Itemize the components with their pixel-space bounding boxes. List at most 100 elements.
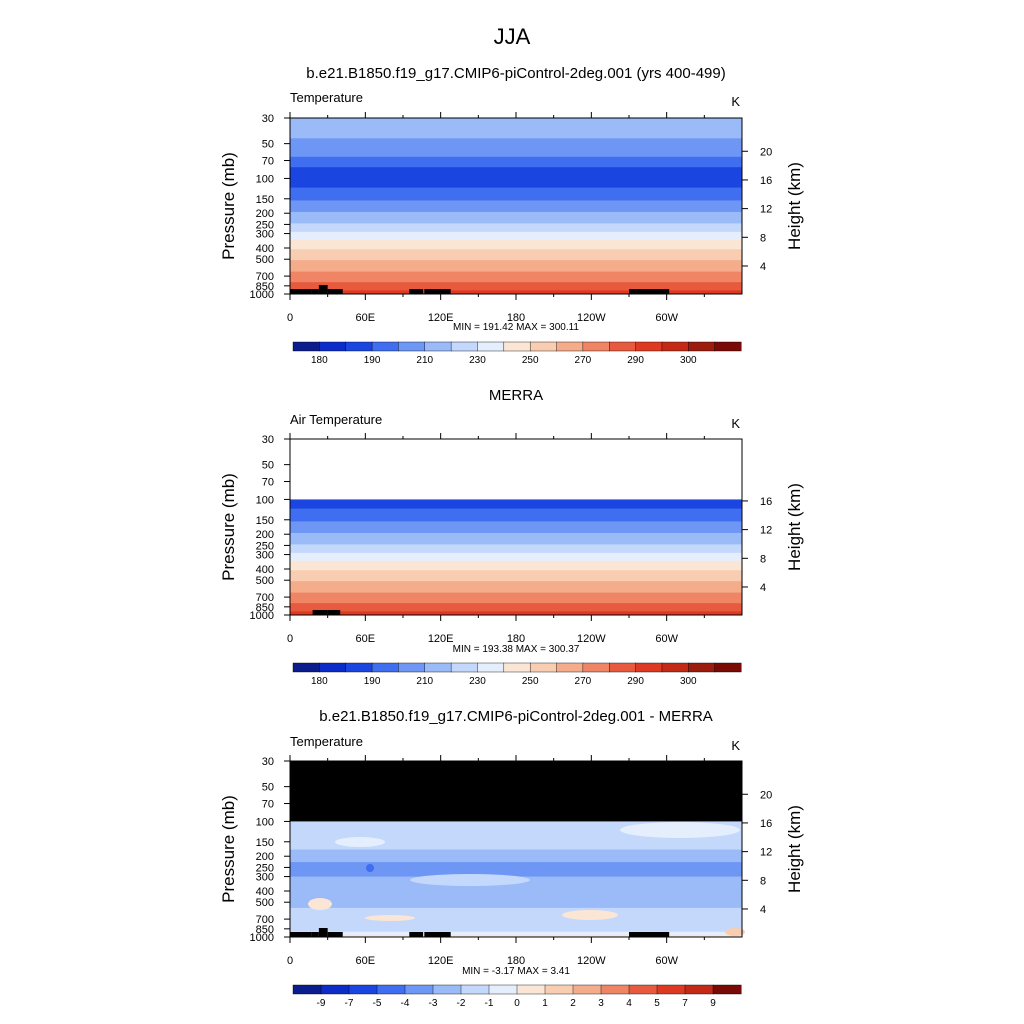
colorbar-swatch [635,341,663,352]
colorbar-swatch [292,341,320,352]
y-tick-label: 850 [256,602,274,614]
contour-band [290,211,742,224]
colorbar-swatch [661,662,689,673]
colorbar-label: 300 [680,676,697,687]
colorbar-label: 190 [364,676,381,687]
contour-band [290,570,742,582]
colorbar-swatch [714,341,742,352]
colorbar-swatch [556,662,584,673]
colorbar-swatch [319,662,347,673]
contour-band [290,499,742,510]
contour-field [290,439,742,616]
min-max-stats: MIN = 191.42 MAX = 300.11 [453,322,579,333]
colorbar-swatch [529,341,558,352]
x-tick-label: 60W [655,312,678,324]
colorbar-swatch [684,984,714,995]
y-tick-label: 50 [262,782,274,794]
colorbar-label: -4 [401,998,410,1009]
colorbar-swatch [488,984,518,995]
height-tick-label: 16 [760,818,772,830]
anomaly-patch [410,874,530,886]
colorbar-swatch [432,984,462,995]
anomaly-patch [620,822,740,838]
colorbar-swatch [503,662,531,673]
y-tick-label: 500 [256,575,274,587]
colorbar-swatch [319,341,347,352]
colorbar-label: -3 [429,998,438,1009]
contour-band [290,532,742,545]
colorbar-swatch [582,662,610,673]
contour-band [290,439,742,500]
y-tick-label: 1000 [250,932,274,944]
y-tick-label: 850 [256,281,274,293]
colorbar-swatch [609,662,637,673]
y-axis-label-right: Height (km) [785,805,804,893]
y-tick-label: 200 [256,208,274,220]
colorbar-swatch [609,341,637,352]
colorbar-label: 290 [627,676,644,687]
colorbar-swatch [450,662,478,673]
y-tick-label: 700 [256,914,274,926]
colorbar-swatch [712,984,742,995]
panel-left-label: Air Temperature [290,412,382,427]
colorbar: 180 190 210 230 250 270 290 300 [292,662,742,687]
anomaly-patch [335,837,385,847]
height-tick-label: 12 [760,847,772,859]
y-tick-label: 500 [256,254,274,266]
y-tick-label: 250 [256,540,274,552]
colorbar-swatch [424,341,452,352]
colorbar-label: 230 [469,676,486,687]
height-tick-label: 20 [760,146,772,158]
contour-band [290,167,742,189]
colorbar-label: -5 [373,998,382,1009]
x-tick-label: 0 [287,633,293,645]
colorbar-swatch [544,984,574,995]
contour-field [290,118,742,295]
contour-band [290,581,742,594]
y-tick-label: 70 [262,799,274,811]
colorbar-label: 3 [598,998,604,1009]
height-tick-label: 4 [760,582,766,594]
colorbar-swatch [516,984,546,995]
panels-group: b.e21.B1850.f19_g17.CMIP6-piControl-2deg… [219,65,804,1009]
y-tick-label: 100 [256,494,274,506]
contour-band [290,249,742,261]
colorbar-swatch [320,984,350,995]
anomaly-patch [308,898,332,910]
contour-band [290,907,742,933]
contour-band [290,934,742,938]
topography-mask [629,289,670,294]
colorbar-swatch [398,662,426,673]
height-tick-label: 4 [760,904,766,916]
colorbar-swatch [371,341,399,352]
y-tick-label: 150 [256,515,274,527]
colorbar-label: 2 [570,998,576,1009]
colorbar-label: 4 [626,998,632,1009]
topography-mask [290,932,312,937]
colorbar-swatch [714,662,742,673]
x-tick-label: 60E [356,312,376,324]
contour-band [290,931,742,936]
topography-mask [327,289,343,294]
height-tick-label: 16 [760,496,772,508]
x-tick-label: 60W [655,633,678,645]
topography-mask [318,928,328,937]
height-tick-label: 12 [760,204,772,216]
y-tick-label: 150 [256,837,274,849]
contour-band [290,849,742,863]
topography-mask [424,289,451,294]
x-tick-label: 120E [428,633,454,645]
masked-region [290,761,742,822]
colorbar-label: 290 [627,355,644,366]
y-tick-label: 300 [256,550,274,562]
colorbar-label: 0 [514,998,520,1009]
anomaly-patch [562,910,618,920]
x-tick-label: 60E [356,955,376,967]
panel-units-label: K [731,738,740,753]
y-tick-label: 1000 [250,610,274,622]
contour-band [290,187,742,201]
x-tick-label: 120W [577,955,606,967]
y-tick-label: 700 [256,271,274,283]
colorbar-swatch [503,341,531,352]
contour-band [290,611,742,616]
